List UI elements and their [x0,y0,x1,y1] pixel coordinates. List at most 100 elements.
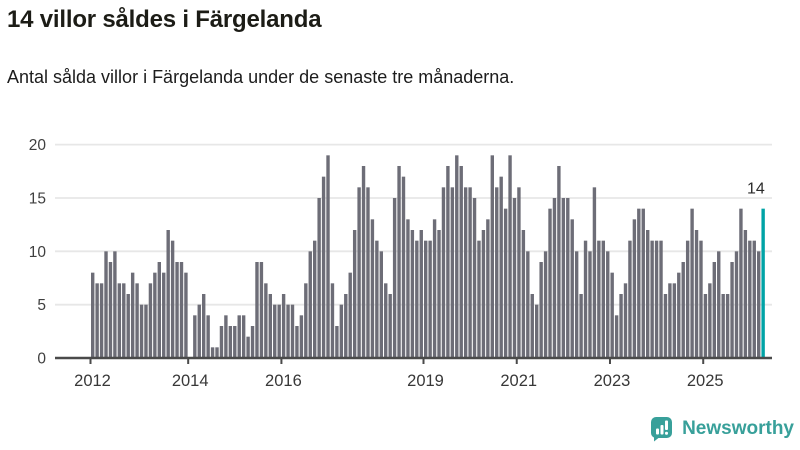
bar [384,283,388,358]
bar [273,304,277,358]
bar [117,283,122,358]
bar [424,240,428,358]
bar [321,176,326,358]
bar [583,240,588,358]
bar [681,262,685,358]
bar [304,283,308,358]
highlight-value-label: 14 [747,181,765,198]
bar [450,187,455,358]
bar [259,262,264,358]
bar [512,198,517,358]
highlighted-bar [761,208,765,358]
bar [739,208,743,358]
bar [757,251,761,358]
bar [170,240,175,358]
bar [721,294,725,358]
y-axis-label: 10 [29,244,47,261]
bar [410,230,415,358]
bar [317,198,321,358]
bar [446,165,450,358]
bar [330,283,335,358]
bar [663,294,668,358]
bar [557,165,561,358]
bar [517,187,521,358]
bar [335,326,339,358]
bar [441,187,446,358]
bar [668,283,672,358]
bar [233,326,237,358]
chart-title: 14 villor såldes i Färgelanda [7,6,322,33]
bar [344,294,348,358]
bar [397,165,401,358]
bar [481,230,486,358]
bar [379,251,383,358]
bar [286,304,290,358]
x-axis-label: 2019 [407,372,444,390]
bar [574,251,579,358]
bar [752,240,756,358]
bar [508,155,512,358]
bar [495,187,499,358]
x-axis-label: 2016 [265,372,302,390]
bar [703,294,708,358]
bar [237,315,241,358]
bar [610,272,614,358]
newsworthy-logo[interactable]: Newsworthy [649,415,794,442]
bar [224,315,228,358]
bar [401,176,406,358]
bar [725,294,730,358]
bar [437,230,441,358]
bar [632,219,637,358]
bar [295,326,299,358]
bar [526,251,530,358]
bar [654,240,659,358]
bar [144,304,148,358]
bar [646,230,650,358]
bar [455,155,459,358]
bar [566,198,570,358]
bar [135,283,139,358]
bar [561,198,566,358]
bar [694,230,699,358]
bar [690,208,694,358]
bar [503,208,508,358]
bar [148,283,153,358]
x-axis-label: 2014 [172,372,209,390]
bar [392,198,397,358]
bar [672,283,677,358]
bar [708,283,712,358]
bar [592,187,597,358]
bar [388,294,392,358]
bar [659,240,663,358]
bar [601,240,605,358]
bar [535,304,539,358]
bar [206,315,210,358]
y-axis-label: 0 [37,351,46,368]
bar [743,230,748,358]
bar [677,272,681,358]
bar [419,230,423,358]
bar [415,240,419,358]
bar [748,240,752,358]
x-axis-label: 2025 [687,372,724,390]
bar [277,304,281,358]
bar [352,230,357,358]
bar [202,294,206,358]
bar [641,208,645,358]
bar [179,262,184,358]
bar [521,230,526,358]
bar [570,219,574,358]
bar [122,283,126,358]
bar [730,262,734,358]
bar [614,315,619,358]
bar [432,219,437,358]
bar [530,294,534,358]
bar [361,165,366,358]
bar [175,262,179,358]
bar [197,304,201,358]
bar [552,198,557,358]
bar [241,315,246,358]
bar [281,294,286,358]
bar [162,272,166,358]
bar [366,187,370,358]
